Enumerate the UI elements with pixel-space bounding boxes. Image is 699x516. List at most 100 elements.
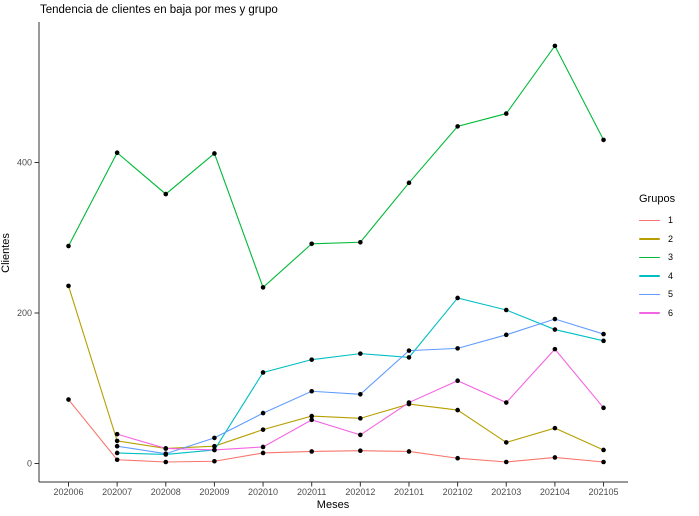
axes <box>34 22 628 487</box>
data-point <box>163 459 169 465</box>
legend-item-label: 1 <box>668 215 674 226</box>
data-point <box>358 351 363 356</box>
legend-key-line-icon <box>639 262 660 290</box>
data-point <box>601 331 606 337</box>
x-tick-label: 202103 <box>491 487 521 497</box>
x-tick-label: 202105 <box>589 487 619 497</box>
data-point <box>455 346 460 351</box>
data-point <box>114 457 120 463</box>
data-point <box>601 405 606 411</box>
legend-key-line-icon <box>639 299 660 327</box>
data-point <box>601 137 606 143</box>
data-point <box>358 239 363 245</box>
x-tick-label: 202008 <box>151 487 181 497</box>
legend-item-label: 4 <box>668 270 674 281</box>
data-point <box>358 448 363 454</box>
data-point <box>212 435 217 441</box>
data-point <box>601 338 606 344</box>
data-point <box>260 444 266 450</box>
data-point <box>260 370 266 375</box>
legend-item-6: 6 <box>639 304 675 323</box>
data-point <box>358 432 363 438</box>
data-point <box>163 446 169 451</box>
legend-item-label: 2 <box>668 233 674 244</box>
data-point <box>212 447 217 453</box>
data-point <box>260 450 266 456</box>
legend-items: 1 2 3 4 5 6 <box>639 211 675 322</box>
y-tick-label: 0 <box>27 459 32 469</box>
series-line-1 <box>68 399 604 463</box>
series-lines <box>67 44 605 463</box>
legend-key-line-icon <box>639 280 660 308</box>
data-point <box>114 150 120 156</box>
data-point <box>66 397 71 402</box>
x-tick-label: 202104 <box>540 487 570 497</box>
legend-key-line-icon <box>639 225 660 253</box>
data-point <box>260 427 266 432</box>
data-point <box>406 400 412 405</box>
x-tick-label: 202011 <box>297 487 326 497</box>
data-point <box>455 124 460 129</box>
data-point <box>114 443 120 449</box>
legend-key-line-icon <box>639 243 660 271</box>
series-line-3 <box>68 44 605 289</box>
legend-item-label: 5 <box>668 289 674 300</box>
data-point <box>406 449 412 454</box>
data-point <box>66 243 71 249</box>
data-point <box>163 451 169 457</box>
x-tick-label: 202101 <box>394 487 424 497</box>
data-point <box>212 443 217 449</box>
data-point <box>406 355 412 360</box>
legend-item-2: 2 <box>639 230 675 249</box>
data-point <box>455 407 460 413</box>
data-point <box>455 378 460 384</box>
tick-labels: 202006 202007 202008 202009 202010 202011 2020… <box>17 158 619 498</box>
data-point <box>309 413 315 419</box>
data-point <box>358 391 363 397</box>
legend-item-4: 4 <box>639 267 675 286</box>
data-point <box>601 447 606 453</box>
chart-title: Tendencia de clientes en baja por mes y … <box>40 4 278 16</box>
data-point <box>552 455 558 460</box>
data-point <box>503 307 509 313</box>
x-axis-title: Meses <box>316 499 350 511</box>
data-point <box>309 388 315 394</box>
data-point <box>503 440 509 445</box>
data-point <box>552 316 558 322</box>
data-point <box>114 438 120 444</box>
x-tick-label: 202102 <box>443 487 473 497</box>
data-point <box>260 410 266 416</box>
data-point <box>455 295 460 301</box>
data-point <box>503 459 509 465</box>
x-tick-label: 202009 <box>199 487 229 497</box>
legend: Grupos 1 2 3 4 5 6 <box>639 193 675 322</box>
data-point <box>309 449 315 454</box>
data-point <box>601 459 606 465</box>
legend-title: Grupos <box>639 193 676 205</box>
x-tick-label: 202012 <box>345 487 375 497</box>
legend-item-label: 6 <box>668 307 674 318</box>
data-point <box>309 241 315 247</box>
data-point <box>503 332 509 338</box>
legend-item-5: 5 <box>639 285 675 304</box>
x-tick-label: 202006 <box>53 487 83 497</box>
data-point <box>552 43 558 49</box>
series-line-2 <box>67 285 604 451</box>
data-point <box>309 357 315 362</box>
data-point <box>552 327 558 332</box>
data-point <box>503 111 509 116</box>
data-point <box>552 425 558 431</box>
data-point <box>260 285 266 290</box>
x-tick-label: 202010 <box>248 487 278 497</box>
data-points <box>66 43 606 465</box>
data-point <box>114 450 120 456</box>
data-point <box>455 455 460 461</box>
legend-key-line-icon <box>639 206 660 234</box>
data-point <box>212 458 217 464</box>
data-point <box>114 431 120 437</box>
data-point <box>163 191 169 197</box>
legend-item-1: 1 <box>639 211 675 230</box>
data-point <box>406 180 412 186</box>
